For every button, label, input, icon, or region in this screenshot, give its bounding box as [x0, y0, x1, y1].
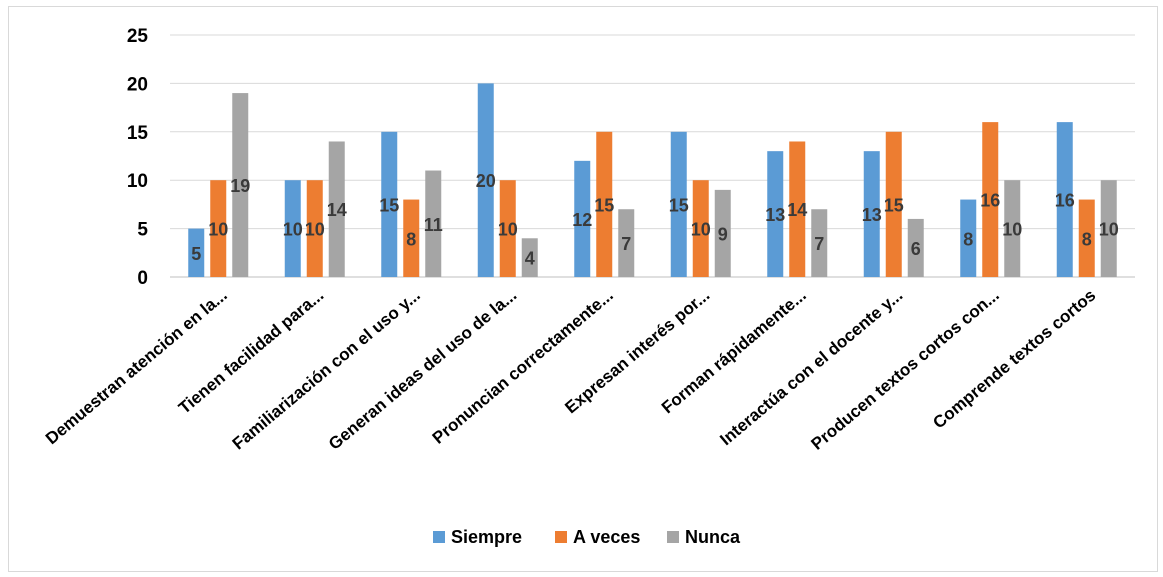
legend-swatch: [433, 531, 445, 543]
bar: [328, 141, 345, 277]
bar: [670, 131, 687, 277]
bar: [521, 238, 538, 277]
y-tick-label: 5: [137, 220, 148, 241]
bar: [284, 180, 301, 277]
legend-label: Siempre: [451, 527, 522, 547]
data-label: 10: [1099, 220, 1119, 240]
bar: [811, 209, 828, 277]
bar: [403, 199, 420, 277]
bar: [477, 83, 494, 278]
data-label: 10: [498, 220, 518, 240]
y-tick-label: 10: [127, 171, 148, 192]
data-label: 10: [305, 220, 325, 240]
data-label: 13: [765, 205, 785, 225]
bar: [1056, 122, 1073, 278]
bar: [789, 141, 806, 277]
bar: [574, 160, 591, 277]
data-label: 14: [327, 200, 347, 220]
legend-swatch: [555, 531, 567, 543]
category-label: Interactúa con el docente y...: [716, 286, 906, 450]
data-label: 6: [911, 239, 921, 259]
bar: [1004, 180, 1021, 277]
data-label: 4: [525, 249, 535, 269]
y-tick-label: 25: [127, 26, 149, 47]
data-label: 8: [406, 229, 416, 249]
category-label: Comprende textos cortos: [929, 286, 1099, 433]
data-label: 15: [884, 195, 904, 215]
bar: [306, 180, 323, 277]
bar: [767, 151, 784, 277]
data-label: 8: [963, 229, 973, 249]
bar: [1078, 199, 1095, 277]
legend: Siempre A veces Nunca: [433, 527, 741, 547]
legend-swatch: [667, 531, 679, 543]
legend-label: Nunca: [685, 527, 741, 547]
data-label: 10: [208, 220, 228, 240]
bar: [596, 131, 613, 277]
legend-label: A veces: [573, 527, 640, 547]
bar: [714, 189, 731, 277]
data-label: 15: [379, 195, 399, 215]
data-label: 11: [424, 215, 443, 235]
data-label: 7: [621, 234, 631, 254]
bars: [188, 83, 1117, 278]
data-label: 19: [230, 176, 250, 196]
bar: [885, 131, 902, 277]
data-label: 10: [1002, 220, 1022, 240]
data-label: 12: [572, 210, 592, 230]
data-label: 9: [718, 224, 728, 244]
y-axis-ticks: 0 5 10 15 20 25: [127, 26, 149, 289]
bar: [188, 228, 205, 277]
category-label: Producen textos cortos con...: [808, 286, 1003, 454]
data-label: 14: [787, 200, 807, 220]
category-label: Familiarización con el uso y...: [229, 286, 424, 454]
bar: [232, 93, 249, 277]
data-label: 10: [691, 220, 711, 240]
data-label: 7: [814, 234, 824, 254]
y-tick-label: 15: [127, 123, 149, 144]
chart-frame: [8, 6, 1158, 572]
data-label: 15: [669, 195, 689, 215]
data-label: 16: [1055, 191, 1075, 211]
bar: [425, 170, 442, 277]
category-label: Demuestran atención en la...: [42, 286, 231, 449]
bar: [907, 218, 924, 277]
category-labels: Demuestran atención en la...Tienen facil…: [42, 286, 1099, 454]
data-label: 16: [980, 191, 1000, 211]
bar: [499, 180, 516, 277]
bar: [960, 199, 977, 277]
data-label: 13: [862, 205, 882, 225]
category-label: Pronuncian correctamente...: [429, 286, 617, 448]
bar: [982, 122, 999, 278]
data-label: 8: [1082, 229, 1092, 249]
bar: [1100, 180, 1117, 277]
bar: [381, 131, 398, 277]
y-tick-label: 20: [127, 74, 148, 95]
data-label: 10: [283, 220, 303, 240]
category-label: Generan ideas del uso de la...: [325, 286, 520, 454]
bar: [863, 151, 880, 277]
data-label: 5: [191, 244, 201, 264]
data-label: 15: [594, 195, 614, 215]
bar: [618, 209, 635, 277]
bar: [210, 180, 227, 277]
data-label: 20: [476, 171, 496, 191]
y-tick-label: 0: [137, 268, 148, 289]
bar: [692, 180, 709, 277]
